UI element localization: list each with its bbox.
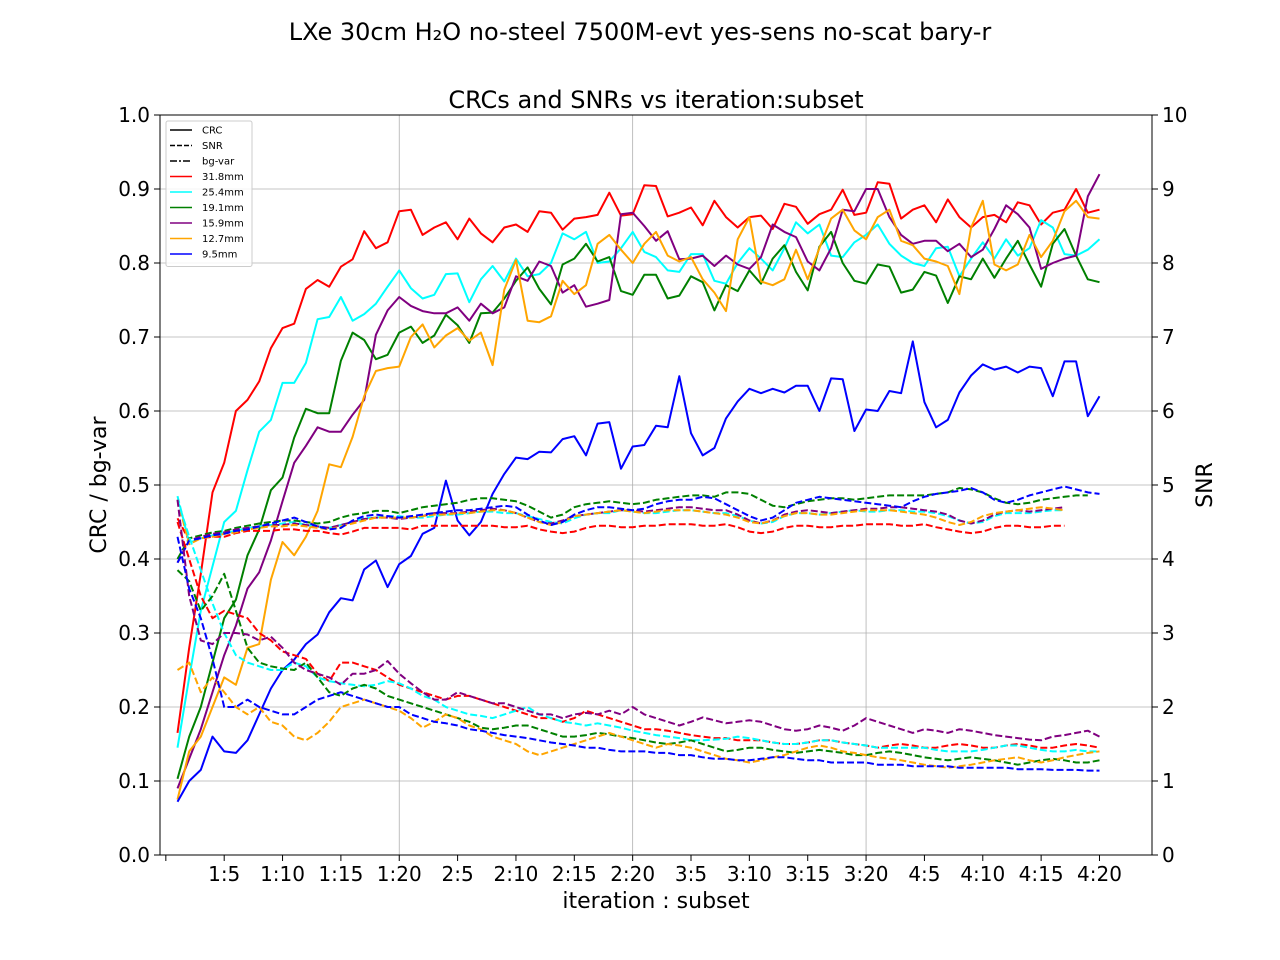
y-axis-right: 0 1 2 3 4 5 6 7 8 9 10 — [1152, 103, 1187, 867]
y-tick-label: 0.0 — [118, 843, 150, 867]
y-tick-label: 1.0 — [118, 103, 150, 127]
legend-entry: 31.8mm — [202, 172, 244, 183]
legend-entry: bg-var — [202, 157, 235, 168]
y-tick-label: 0.9 — [118, 177, 150, 201]
y2-tick-label: 8 — [1162, 251, 1175, 275]
y-tick-label: 0.3 — [118, 621, 150, 645]
x-tick-label: 2:10 — [493, 862, 538, 886]
y2-tick-label: 9 — [1162, 177, 1175, 201]
y2-tick-label: 3 — [1162, 621, 1175, 645]
legend: CRC SNR bg-var 31.8mm 25.4mm 19.1mm 15.9mm 12.7… — [165, 120, 253, 267]
legend-entry: 15.9mm — [202, 219, 244, 230]
y-tick-label: 0.2 — [118, 695, 150, 719]
series-line-snr-9-5mm — [176, 485, 1100, 564]
legend-entry: SNR — [202, 141, 223, 152]
series-line-snr-19-1mm — [176, 487, 1088, 560]
legend-entry: 19.1mm — [202, 203, 244, 214]
y-tick-label: 0.4 — [118, 547, 150, 571]
series-line-crc-19-1mm — [176, 228, 1100, 780]
y2-axis-title: SNR — [1193, 462, 1218, 508]
series-line-crc-25-4mm — [176, 219, 1101, 748]
legend-box — [165, 120, 253, 267]
series-line-crc-15-9mm — [176, 173, 1101, 789]
chart-title: CRCs and SNRs vs iteration:subset — [448, 86, 863, 114]
y2-tick-label: 6 — [1162, 399, 1175, 423]
y-tick-label: 0.7 — [118, 325, 150, 349]
series-line-bg-var-19-1mm — [176, 569, 1100, 766]
x-tick-label: 4:10 — [960, 862, 1005, 886]
legend-entry: 9.5mm — [202, 250, 237, 261]
y-tick-label: 0.8 — [118, 251, 150, 275]
series-line-bg-var-9-5mm — [176, 536, 1100, 772]
x-tick-label: 1:10 — [260, 862, 305, 886]
series-line-snr-31-8mm — [176, 517, 1065, 542]
x-tick-label: 3:15 — [785, 862, 830, 886]
y2-tick-label: 2 — [1162, 695, 1175, 719]
series-line-bg-var-15-9mm — [176, 499, 1100, 742]
x-tick-label: 2:5 — [442, 862, 474, 886]
figure-suptitle: LXe 30cm H₂O no-steel 7500M-evt yes-sens… — [289, 18, 992, 46]
y2-tick-label: 10 — [1162, 103, 1187, 127]
series-line-crc-31-8mm — [176, 181, 1100, 734]
x-tick-label: 3:10 — [727, 862, 772, 886]
x-axis-title: iteration : subset — [562, 889, 750, 914]
x-tick-label: 1:15 — [318, 862, 363, 886]
y-axis-left: 0.0 0.1 0.2 0.3 0.4 0.5 0.6 0.7 0.8 0.9 1.0 — [118, 103, 160, 867]
series-lines — [176, 173, 1101, 803]
series-line-crc-12-7mm — [176, 199, 1100, 800]
x-axis: 1:5 1:10 1:15 1:20 2:5 2:10 2:15 2:20 3:5 3:10 3:1… — [165, 855, 1122, 886]
x-tick-label: 3:20 — [844, 862, 889, 886]
legend-entry: 12.7mm — [202, 234, 244, 245]
y-tick-label: 0.6 — [118, 399, 150, 423]
y2-tick-label: 5 — [1162, 473, 1175, 497]
series-line-bg-var-12-7mm — [176, 661, 1100, 769]
x-tick-label: 1:5 — [208, 862, 240, 886]
x-tick-label: 4:15 — [1019, 862, 1064, 886]
y2-tick-label: 1 — [1162, 769, 1175, 793]
series-line-bg-var-25-4mm — [176, 499, 1100, 753]
series-line-crc-9-5mm — [176, 340, 1101, 803]
x-tick-label: 2:20 — [610, 862, 655, 886]
x-tick-label: 2:15 — [552, 862, 597, 886]
x-tick-label: 3:5 — [675, 862, 707, 886]
legend-entry: CRC — [202, 126, 222, 137]
y-tick-label: 0.1 — [118, 769, 150, 793]
legend-entry: 25.4mm — [202, 188, 244, 199]
y-axis-title: CRC / bg-var — [87, 415, 112, 553]
y-tick-label: 0.5 — [118, 473, 150, 497]
x-tick-label: 1:20 — [377, 862, 422, 886]
y2-tick-label: 7 — [1162, 325, 1175, 349]
y2-tick-label: 0 — [1162, 843, 1175, 867]
x-tick-label: 4:5 — [908, 862, 940, 886]
x-tick-label: 4:20 — [1077, 862, 1122, 886]
y2-tick-label: 4 — [1162, 547, 1175, 571]
